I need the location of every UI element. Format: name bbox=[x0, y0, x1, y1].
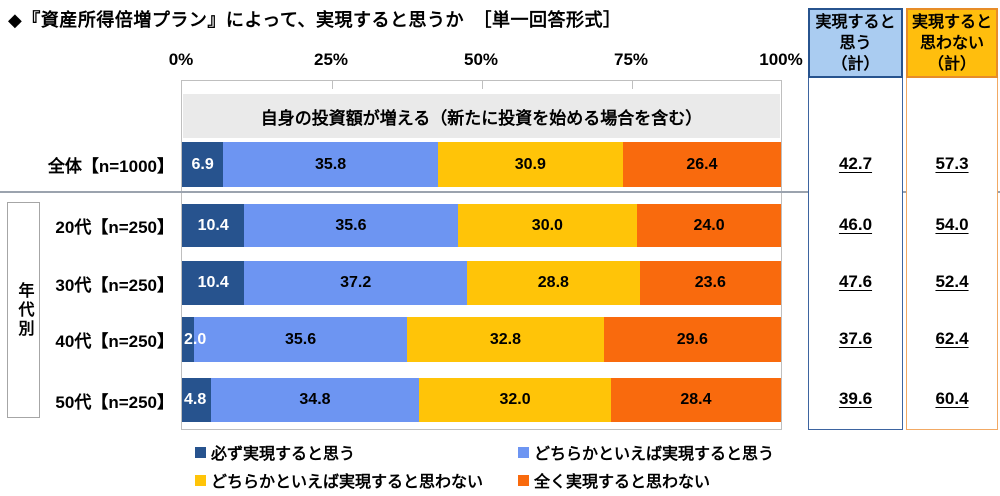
bar-row: 10.4 35.6 30.0 24.0 bbox=[182, 204, 781, 247]
bar-segment: 34.8 bbox=[210, 378, 420, 422]
legend-item: どちらかといえば実現すると思う bbox=[518, 443, 775, 463]
bar-segment: 2.0 bbox=[182, 317, 206, 362]
bar-segment: 23.6 bbox=[639, 261, 781, 305]
group-label: 年代別 bbox=[15, 281, 33, 339]
agree-total-value: 39.6 bbox=[838, 389, 873, 408]
agree-total-value: 42.7 bbox=[838, 153, 873, 173]
agree-column-header: 実現すると 思う （計） bbox=[808, 8, 903, 78]
bar-segment-label: 35.6 bbox=[285, 330, 317, 348]
axis-tick-mark bbox=[332, 81, 333, 89]
agree-total-value: 46.0 bbox=[838, 214, 873, 234]
chart-title: ◆『資産所得倍増プラン』によって、実現すると思うか ［単一回答形式］ bbox=[8, 10, 622, 30]
bar-row: 2.0 35.6 32.8 29.6 bbox=[182, 317, 781, 362]
disagree-total-value: 57.3 bbox=[935, 153, 969, 173]
bar-row: 6.9 35.8 30.9 26.4 bbox=[182, 142, 781, 187]
bar-segment: 35.6 bbox=[244, 204, 458, 247]
legend-label: どちらかといえば実現すると思わない bbox=[211, 474, 484, 491]
bar-segment: 10.4 bbox=[182, 204, 245, 247]
x-axis-tick-label: 0% bbox=[168, 50, 194, 69]
bar-segment: 28.4 bbox=[610, 378, 781, 422]
bar-segment-label: 28.4 bbox=[680, 391, 712, 408]
bar-segment-label: 32.0 bbox=[499, 391, 531, 408]
bar-segment: 24.0 bbox=[637, 204, 781, 247]
disagree-total-value: 52.4 bbox=[935, 272, 969, 291]
bar-segment-label: 10.4 bbox=[197, 216, 229, 234]
bar-segment-label: 32.8 bbox=[489, 330, 522, 348]
legend-item: 全く実現すると思わない bbox=[518, 471, 711, 491]
bar-segment-label: 37.2 bbox=[340, 274, 372, 291]
legend-item: 必ず実現すると思う bbox=[195, 443, 356, 463]
bar-segment-label: 26.4 bbox=[686, 155, 718, 173]
disagree-total-value: 54.0 bbox=[935, 214, 969, 234]
bar-segment: 26.4 bbox=[622, 142, 781, 187]
bar-segment-label: 4.8 bbox=[184, 391, 207, 408]
bar-segment-label: 10.4 bbox=[197, 274, 229, 291]
legend-item: どちらかといえば実現すると思わない bbox=[195, 471, 484, 491]
bar-segment: 32.0 bbox=[419, 378, 611, 422]
bar-row: 4.8 34.8 32.0 28.4 bbox=[182, 378, 781, 422]
bar-segment: 32.8 bbox=[407, 317, 604, 362]
bar-segment: 30.0 bbox=[457, 204, 638, 247]
bar-segment-label: 35.8 bbox=[314, 155, 347, 173]
bar-segment-label: 6.9 bbox=[191, 155, 214, 173]
category-label: 40代【n=250】 bbox=[55, 332, 174, 351]
agree-total-value: 47.6 bbox=[838, 272, 873, 291]
agree-total-value: 37.6 bbox=[838, 328, 873, 348]
plot-area: 自身の投資額が増える（新たに投資を始める場合を含む） bbox=[181, 80, 782, 430]
row-separator-line bbox=[0, 191, 1000, 193]
agree-total-column: 実現すると 思う （計） 42.7 46.0 47.6 37.6 39.6 bbox=[808, 8, 903, 430]
axis-tick-mark bbox=[632, 81, 633, 89]
bar-segment: 4.8 bbox=[182, 378, 211, 422]
bar-segment: 35.8 bbox=[223, 142, 438, 187]
bar-segment-label: 35.6 bbox=[335, 216, 367, 234]
bar-segment-label: 34.8 bbox=[299, 391, 331, 408]
legend-swatch-icon bbox=[195, 474, 206, 486]
legend-label: 全く実現すると思わない bbox=[534, 474, 711, 491]
bar-segment: 37.2 bbox=[244, 261, 468, 305]
bar-segment-label: 28.8 bbox=[537, 274, 569, 291]
disagree-column-header: 実現すると 思わない （計） bbox=[906, 8, 998, 78]
legend-label: どちらかといえば実現すると思う bbox=[534, 446, 775, 463]
bar-segment-label: 23.6 bbox=[694, 274, 726, 291]
x-axis-tick-label: 25% bbox=[313, 50, 349, 69]
legend-swatch-icon bbox=[518, 446, 529, 458]
disagree-total-column: 実現すると 思わない （計） 57.3 54.0 52.4 62.4 60.4 bbox=[906, 8, 998, 430]
bar-segment-label: 30.0 bbox=[531, 216, 563, 234]
bar-segment-label: 30.9 bbox=[514, 155, 546, 173]
category-label: 30代【n=250】 bbox=[55, 275, 174, 295]
disagree-total-value: 62.4 bbox=[935, 328, 969, 348]
bar-segment-label: 29.6 bbox=[676, 330, 708, 348]
x-axis-tick-label: 100% bbox=[759, 50, 803, 69]
bar-segment: 29.6 bbox=[603, 317, 781, 362]
bar-segment: 35.6 bbox=[193, 317, 408, 362]
group-label-box: 年代別 bbox=[7, 202, 40, 418]
x-axis-tick-label: 50% bbox=[463, 50, 499, 69]
bar-row: 10.4 37.2 28.8 23.6 bbox=[182, 261, 781, 305]
category-label: 50代【n=250】 bbox=[55, 392, 174, 412]
x-axis-tick-label: 75% bbox=[613, 50, 649, 69]
axis-tick-mark bbox=[482, 81, 483, 89]
legend-swatch-icon bbox=[195, 446, 206, 458]
bar-segment: 10.4 bbox=[182, 261, 245, 305]
statement-band: 自身の投資額が増える（新たに投資を始める場合を含む） bbox=[183, 94, 780, 138]
legend-label: 必ず実現すると思う bbox=[211, 446, 356, 463]
category-label: 20代【n=250】 bbox=[55, 218, 174, 237]
legend-swatch-icon bbox=[518, 474, 529, 486]
bar-segment: 6.9 bbox=[182, 142, 224, 187]
bar-segment-label: 24.0 bbox=[693, 216, 725, 234]
bar-segment-label: 2.0 bbox=[184, 330, 207, 348]
disagree-total-value: 60.4 bbox=[935, 389, 969, 408]
bar-segment: 28.8 bbox=[467, 261, 640, 305]
disagree-column-body bbox=[906, 78, 998, 430]
agree-column-body bbox=[808, 78, 903, 430]
bar-segment: 30.9 bbox=[437, 142, 623, 187]
category-label: 全体【n=1000】 bbox=[47, 157, 174, 176]
